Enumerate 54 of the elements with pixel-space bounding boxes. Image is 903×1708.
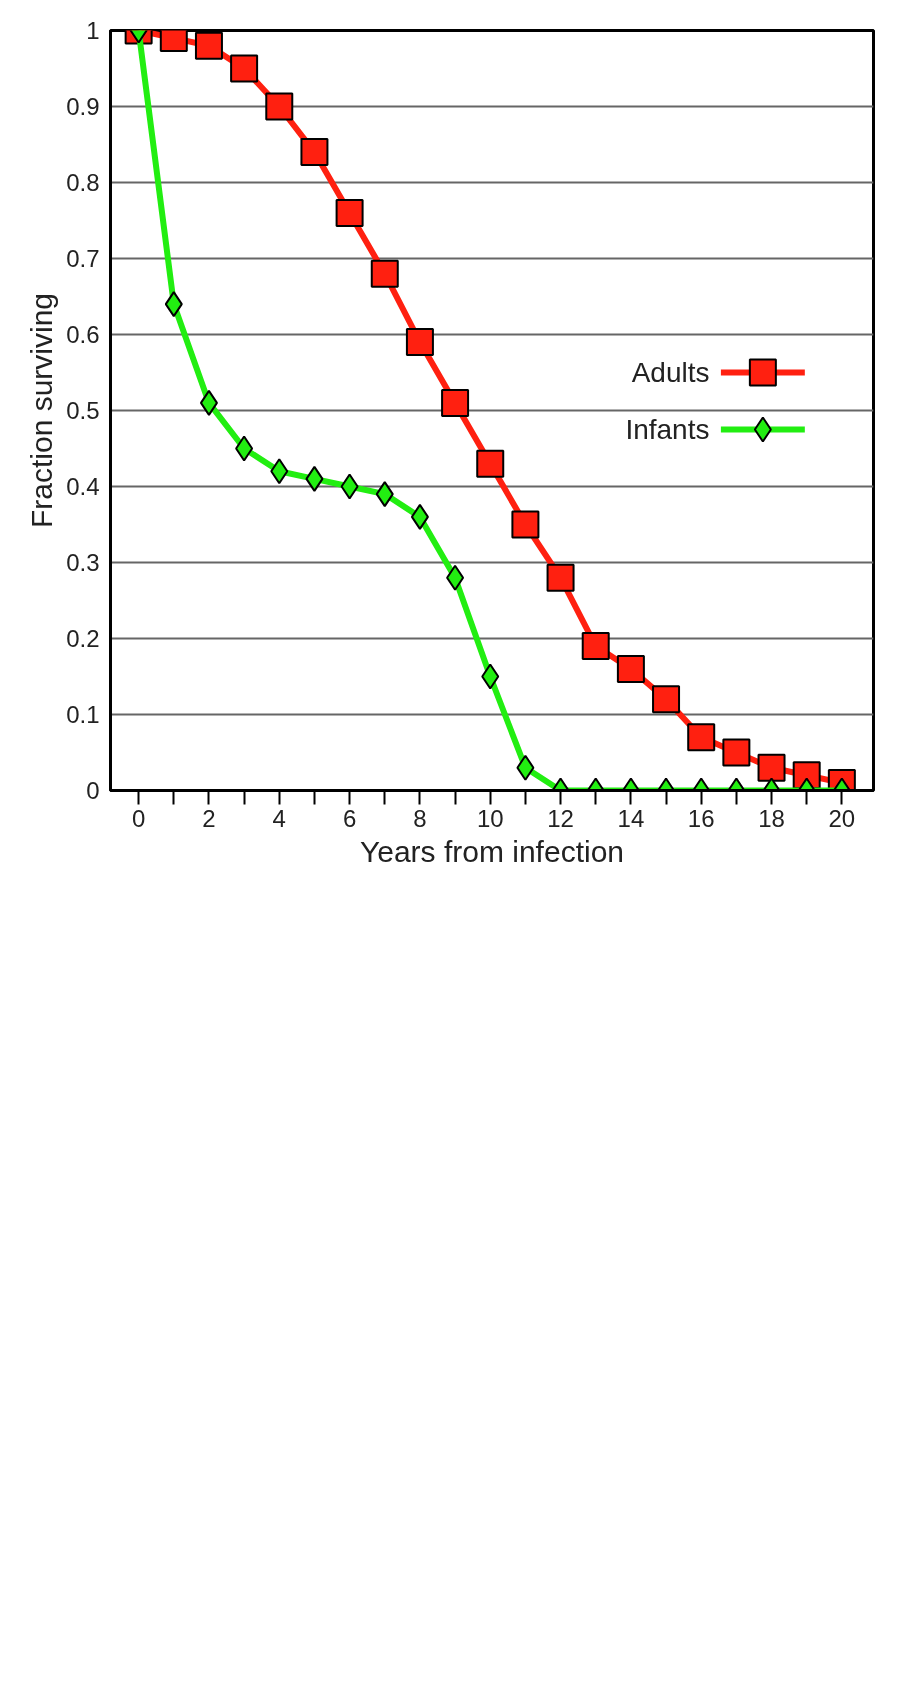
point [441,388,470,417]
x-tick-label: 2 [202,804,216,832]
point [300,138,329,167]
y-tick-label: 0.7 [66,245,100,272]
y-tick-label: 1 [86,17,100,44]
point [405,328,434,357]
point [687,723,716,752]
x-tick-label: 10 [476,804,504,832]
point [235,435,254,462]
point [652,685,681,714]
point [370,259,399,288]
point [340,473,359,500]
y-tick-label: 0.9 [66,93,100,120]
y-tick-label: 0.8 [66,169,100,196]
y-axis-title: Fraction surviving [25,292,59,529]
y-tick-label: 0.4 [66,473,100,500]
point [581,632,610,661]
point [476,449,505,478]
point [265,92,294,121]
x-tick-label: 16 [687,804,715,832]
y-tick-label: 0.1 [66,701,100,728]
x-tick-label: 12 [547,804,574,832]
point [410,503,429,530]
y-tick-label: 0 [86,777,100,804]
y-tick-label: 0.2 [66,625,100,652]
point [446,564,465,591]
point [722,738,751,767]
y-tick-label: 0.5 [66,397,100,424]
point [270,458,289,485]
legend-label: Infants [625,414,710,445]
point [164,291,183,318]
point [375,481,394,508]
x-tick-label: 20 [828,804,856,832]
x-tick-label: 18 [758,804,785,832]
x-tick-label: 6 [342,804,357,832]
x-tick-label: 4 [272,804,286,832]
x-axis-title: Years from infection [359,834,625,868]
legend-label: Adults [631,357,710,388]
point [335,198,364,227]
point [230,54,259,83]
x-tick-label: 14 [617,804,645,832]
point [194,31,223,60]
point [546,563,575,592]
y-tick-label: 0.3 [66,549,100,576]
point [199,389,218,416]
point [305,465,324,492]
x-tick-label: 0 [131,804,146,832]
point [757,753,786,782]
y-tick-label: 0.6 [66,321,100,348]
point [511,510,540,539]
x-tick-label: 8 [413,804,427,832]
point [481,663,500,690]
point [516,754,535,781]
point [616,654,645,683]
